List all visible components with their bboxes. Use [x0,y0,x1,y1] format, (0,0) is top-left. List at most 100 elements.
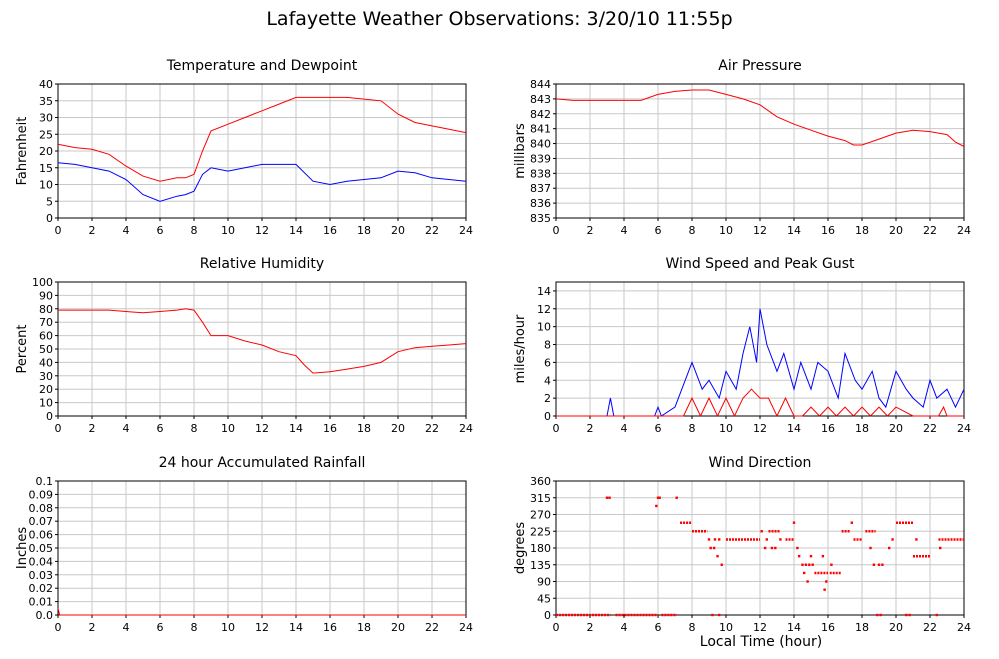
direction-point [877,563,881,566]
x-tick-label: 0 [55,621,62,634]
x-tick-label: 14 [289,422,303,435]
x-tick-label: 12 [753,621,767,634]
x-tick-label: 14 [787,422,801,435]
series-line-1 [57,162,467,202]
y-axis-label: Percent [15,325,30,374]
chart-1: 0 2 4 6 8 10 12 14 16 18 20 22 248358368378388398408… [513,58,971,237]
series-line-1 [556,388,964,418]
x-tick-label: 10 [221,621,235,634]
x-tick-label: 4 [123,224,130,237]
y-tick-label: 844 [530,78,551,91]
x-tick-label: 12 [255,422,269,435]
x-tick-label: 22 [425,422,439,435]
y-tick-label: 4 [544,374,551,387]
direction-point [821,554,825,558]
x-tick-label: 22 [923,621,937,634]
x-tick-label: 18 [855,224,869,237]
y-tick-label: 0 [544,410,551,423]
x-tick-label: 0 [553,224,560,237]
direction-point [879,613,882,617]
direction-point [811,563,814,566]
direction-point [801,563,804,566]
y-tick-label: 843 [530,93,551,106]
chart-title: 24 hour Accumulated Rainfall [159,455,366,471]
x-tick-label: 12 [753,422,767,435]
chart-title: Wind Speed and Peak Gust [666,256,855,272]
direction-point [876,613,879,617]
chart-title: Relative Humidity [200,256,324,272]
x-tick-label: 8 [191,422,198,435]
x-tick-label: 14 [289,621,303,634]
x-tick-label: 16 [323,422,337,435]
y-axis-label: miles/hour [513,314,528,383]
x-tick-label: 24 [957,422,971,435]
x-tick-label: 16 [821,224,835,237]
chart-title: Air Pressure [718,58,801,74]
chart-5: 0 2 4 6 8 10 12 14 16 18 20 22 240459013518022527031… [513,455,971,634]
x-tick-label: 24 [459,621,473,634]
y-axis-label: Fahrenheit [15,117,30,186]
direction-point [806,580,809,583]
direction-point [658,496,661,499]
x-tick-label: 10 [719,621,733,634]
direction-point [718,538,721,541]
x-tick-label: 20 [391,422,405,435]
y-tick-label: 8 [544,339,551,352]
x-tick-label: 10 [221,422,235,435]
x-tick-label: 16 [323,224,337,237]
x-tick-label: 8 [191,224,198,237]
x-tick-label: 10 [221,224,235,237]
direction-point [796,546,799,550]
y-tick-label: 14 [537,285,551,298]
x-tick-label: 12 [255,224,269,237]
direction-point [872,563,876,566]
plot-frame [57,281,467,417]
y-tick-label: 50 [39,343,53,356]
x-tick-label: 8 [689,224,696,237]
x-tick-label: 6 [157,422,164,435]
x-tick-label: 4 [123,422,130,435]
x-tick-label: 2 [89,224,96,237]
y-tick-label: 0 [46,410,53,423]
y-tick-label: 0.09 [29,488,54,501]
direction-point [908,613,911,617]
direction-point [765,538,768,541]
y-tick-label: 6 [544,356,551,369]
y-tick-label: 35 [39,95,53,108]
x-tick-label: 18 [357,422,371,435]
y-tick-label: 80 [39,303,53,316]
x-tick-label: 8 [689,422,696,435]
x-tick-label: 20 [889,621,903,634]
y-tick-label: 836 [530,197,551,210]
x-tick-label: 24 [957,621,971,634]
y-tick-label: 840 [530,138,551,151]
y-tick-label: 2 [544,392,551,405]
x-tick-label: 0 [553,422,560,435]
x-tick-label: 14 [787,621,801,634]
y-tick-label: 20 [39,145,53,158]
direction-point [770,546,774,550]
x-tick-label: 6 [157,621,164,634]
y-tick-label: 0.08 [29,502,54,515]
direction-point [655,504,658,508]
x-tick-label: 6 [655,422,662,435]
direction-point [935,613,938,617]
x-tick-label: 18 [357,224,371,237]
direction-point [718,613,721,617]
y-tick-label: 0.04 [29,555,54,568]
x-tick-label: 14 [787,224,801,237]
direction-point [808,563,811,566]
y-tick-label: 0.1 [36,475,54,488]
x-tick-label: 18 [357,621,371,634]
y-tick-label: 90 [39,289,53,302]
direction-point [720,563,723,566]
x-tick-label: 22 [425,621,439,634]
x-tick-label: 2 [89,621,96,634]
direction-point [792,521,796,524]
y-tick-label: 0.03 [29,569,54,582]
x-tick-label: 4 [621,224,628,237]
y-tick-label: 45 [537,592,551,605]
y-tick-label: 30 [39,370,53,383]
